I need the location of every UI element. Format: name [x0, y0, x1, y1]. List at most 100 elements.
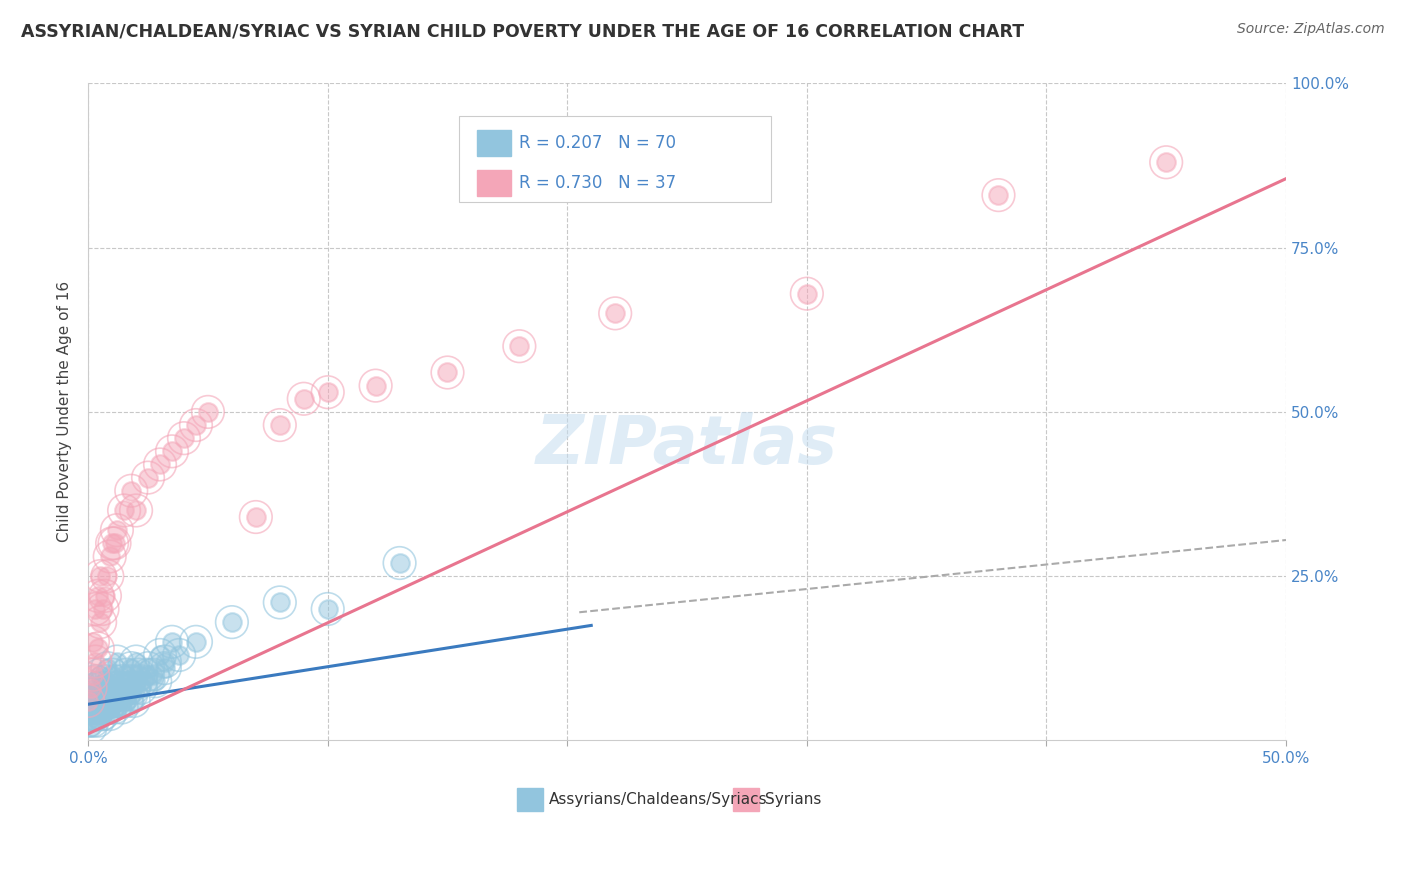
Point: [125, 674, 148, 689]
Point: [120, 483, 142, 498]
Y-axis label: Child Poverty Under the Age of 16: Child Poverty Under the Age of 16: [58, 281, 72, 542]
Point: [127, 667, 149, 681]
Point: [125, 503, 148, 517]
Point: [91, 707, 114, 722]
FancyBboxPatch shape: [478, 129, 510, 156]
Point: [245, 510, 267, 524]
Point: [115, 667, 138, 681]
Point: [79, 707, 101, 722]
Point: [84, 655, 107, 669]
Point: [98, 707, 121, 722]
Point: [94, 687, 117, 701]
Point: [91, 707, 114, 722]
Point: [105, 681, 128, 695]
Point: [89, 569, 111, 583]
Point: [89, 700, 111, 714]
Point: [508, 339, 530, 353]
Point: [142, 667, 165, 681]
Point: [89, 615, 111, 629]
Point: [160, 444, 183, 458]
Point: [112, 503, 135, 517]
Point: [94, 589, 117, 603]
Point: [153, 661, 176, 675]
Point: [82, 687, 104, 701]
Point: [149, 648, 172, 662]
Point: [115, 694, 138, 708]
Point: [101, 694, 124, 708]
Point: [87, 641, 110, 656]
Point: [91, 602, 114, 616]
Point: [129, 681, 152, 695]
Point: [84, 707, 107, 722]
Point: [96, 661, 118, 675]
Point: [292, 392, 315, 406]
Point: [82, 687, 104, 701]
Point: [269, 595, 291, 609]
Point: [269, 418, 291, 433]
Point: [82, 635, 104, 649]
Point: [105, 523, 128, 537]
Point: [103, 694, 125, 708]
Point: [94, 589, 117, 603]
Point: [79, 681, 101, 695]
Point: [1154, 155, 1177, 169]
Point: [96, 569, 118, 583]
Point: [108, 694, 131, 708]
Point: [82, 635, 104, 649]
Point: [160, 635, 183, 649]
Point: [118, 674, 141, 689]
Point: [101, 694, 124, 708]
Point: [112, 681, 135, 695]
Point: [292, 392, 315, 406]
Text: ZIPatlas: ZIPatlas: [536, 412, 838, 478]
Point: [129, 674, 152, 689]
Point: [108, 687, 131, 701]
Point: [96, 569, 118, 583]
Point: [91, 707, 114, 722]
Point: [436, 366, 458, 380]
Point: [436, 366, 458, 380]
Point: [108, 687, 131, 701]
Point: [125, 674, 148, 689]
Point: [197, 405, 219, 419]
Point: [94, 694, 117, 708]
Point: [120, 661, 142, 675]
Text: Assyrians/Chaldeans/Syriacs: Assyrians/Chaldeans/Syriacs: [550, 792, 768, 807]
Point: [160, 444, 183, 458]
Point: [87, 681, 110, 695]
Point: [98, 681, 121, 695]
Point: [388, 556, 411, 570]
Point: [129, 674, 152, 689]
Point: [89, 667, 111, 681]
FancyBboxPatch shape: [733, 789, 759, 812]
Point: [136, 661, 159, 675]
Point: [94, 674, 117, 689]
Point: [136, 470, 159, 484]
Point: [388, 556, 411, 570]
Text: R = 0.730   N = 37: R = 0.730 N = 37: [519, 174, 676, 192]
Point: [142, 667, 165, 681]
Point: [101, 687, 124, 701]
Point: [87, 700, 110, 714]
Point: [108, 694, 131, 708]
Point: [105, 687, 128, 701]
Point: [111, 700, 134, 714]
Point: [103, 536, 125, 550]
Point: [105, 523, 128, 537]
Point: [82, 667, 104, 681]
Point: [120, 687, 142, 701]
FancyBboxPatch shape: [478, 169, 510, 196]
Point: [149, 458, 172, 472]
Point: [125, 655, 148, 669]
Point: [269, 418, 291, 433]
Point: [118, 681, 141, 695]
Point: [82, 714, 104, 728]
Point: [84, 602, 107, 616]
Point: [112, 687, 135, 701]
Point: [84, 694, 107, 708]
Point: [103, 694, 125, 708]
Point: [115, 667, 138, 681]
Point: [96, 661, 118, 675]
Point: [122, 694, 145, 708]
Point: [87, 589, 110, 603]
